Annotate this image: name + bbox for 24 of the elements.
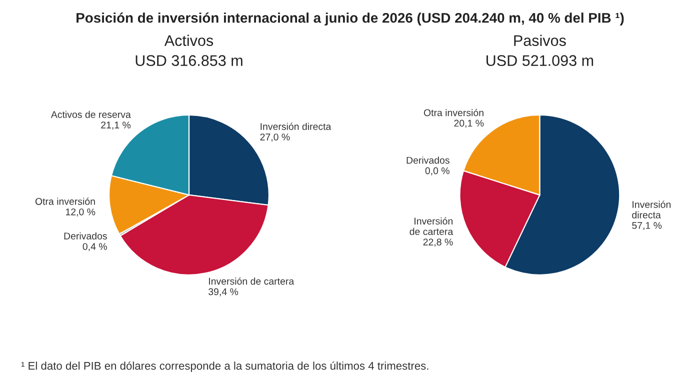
chart-subtitle: USD 316.853 m bbox=[136, 55, 242, 66]
data-label: 57,1 % bbox=[632, 222, 662, 230]
chart-title: Activos bbox=[164, 34, 214, 46]
chart-title: Pasivos bbox=[514, 34, 566, 46]
slice-label: Otra inversión bbox=[35, 198, 95, 205]
slice-label: Otra inversión bbox=[424, 108, 484, 116]
data-label: 21,1 % bbox=[101, 122, 131, 130]
data-label: 27,0 % bbox=[260, 134, 290, 142]
data-label: 20,1 % bbox=[454, 120, 484, 128]
data-label: 12,0 % bbox=[66, 208, 96, 217]
text: Posición de inversión internacional a junio de 2026 (USD 204.240 m, 40 % del PIB ¹) bbox=[76, 12, 624, 26]
slice-label: Inversión directa bbox=[632, 200, 671, 218]
data-label: 0,4 % bbox=[82, 243, 107, 252]
text: ¹ El dato del PIB en dólares corresponde a la sumatoria de los últimos 4 trimestres. bbox=[21, 361, 428, 372]
chart-subtitle: USD 521.093 m bbox=[486, 55, 594, 66]
slice-label: Activos de reserva bbox=[50, 110, 131, 118]
slice-label: Inversión de cartera bbox=[209, 277, 294, 285]
slice-label: Derivados bbox=[64, 232, 107, 240]
category-label: Derivados bbox=[406, 156, 450, 164]
data-label: 39,4 % bbox=[208, 288, 238, 296]
slice-label: Inversión directa bbox=[260, 122, 332, 130]
text: 0,0 % bbox=[425, 167, 450, 176]
data-label: 22,8 % bbox=[423, 238, 453, 247]
slice-label: Inversión de cartera bbox=[410, 217, 454, 236]
